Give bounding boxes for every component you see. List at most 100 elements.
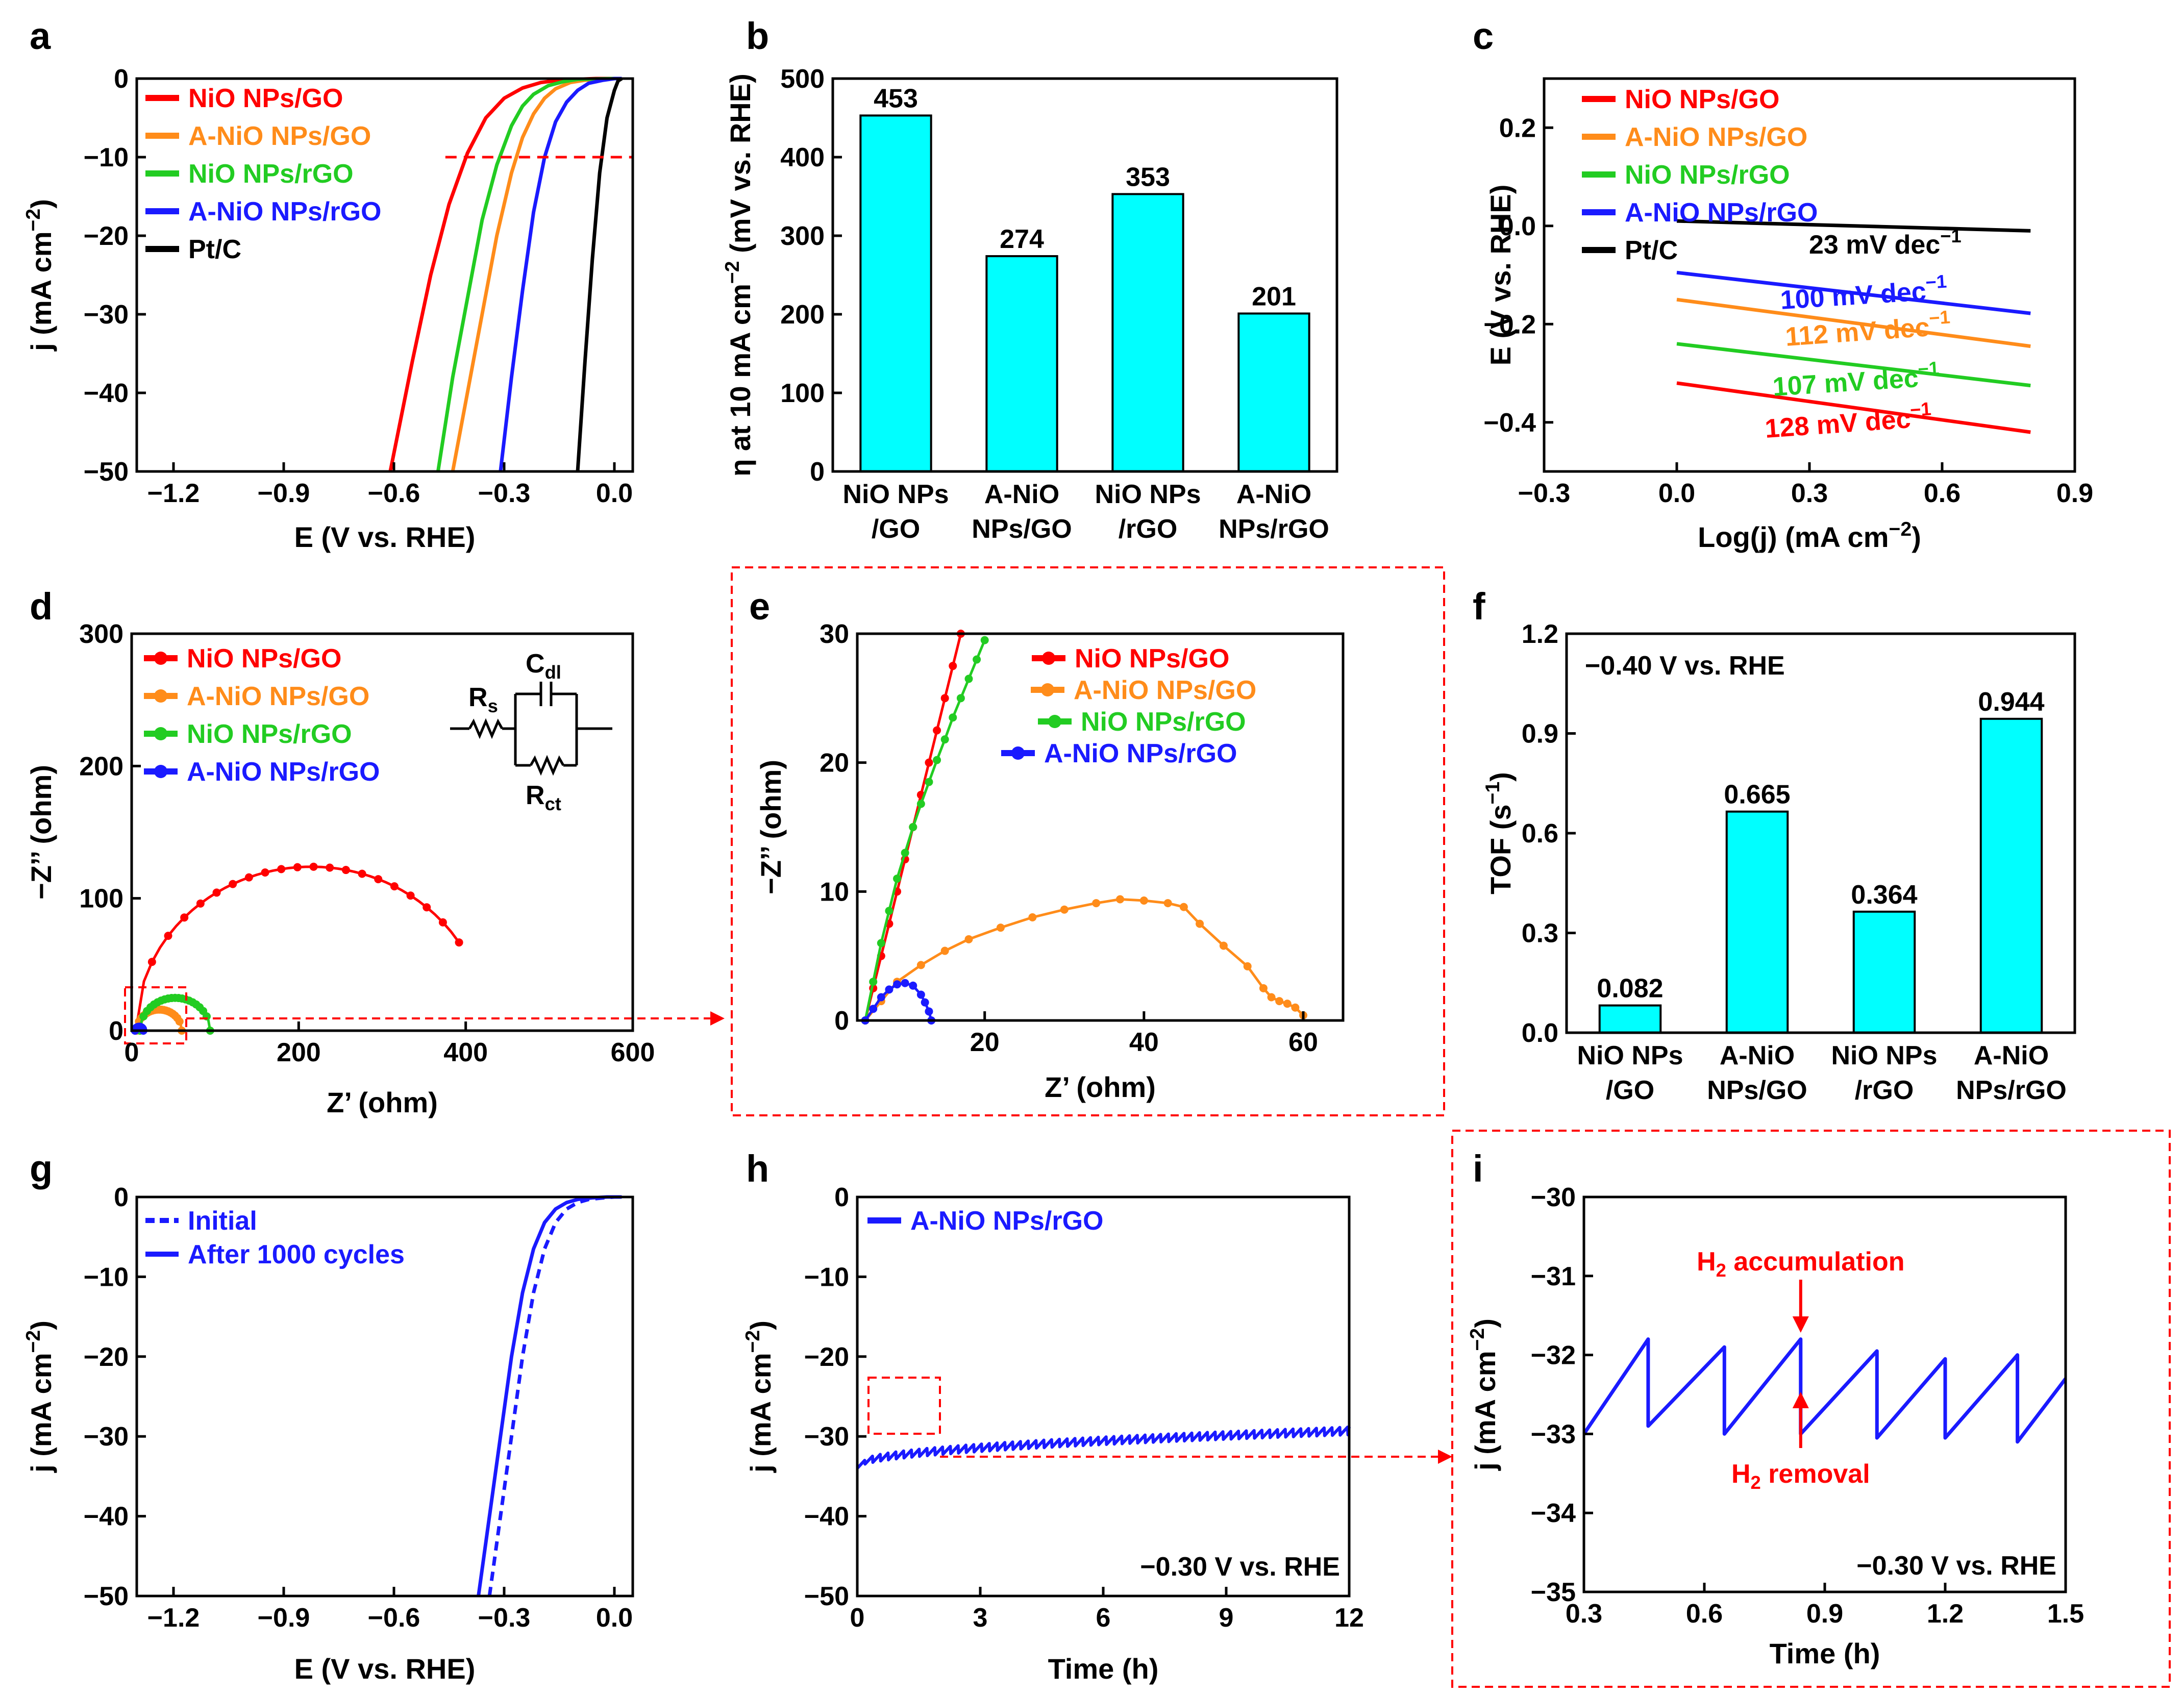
category-label-line2-2: /rGO: [1119, 514, 1178, 544]
a-ytick-label: −20: [84, 221, 129, 251]
nyquist-line-0: [134, 865, 460, 1031]
legend-label: A-NiO NPs/GO: [187, 682, 369, 711]
nyquist-point-1: [1243, 962, 1252, 970]
nyquist-point-0: [358, 869, 366, 878]
fit-line-3: [1676, 270, 2031, 315]
c-xtick-label: 0.6: [1924, 479, 1960, 508]
y-axis-label: j (mA cm−2): [22, 1320, 57, 1473]
legend-item-4: Pt/C: [145, 235, 241, 264]
nyquist-point-0: [341, 866, 350, 875]
legend-label: NiO NPs/rGO: [187, 719, 352, 749]
f-ytick-label: 0.6: [1522, 819, 1558, 849]
category-label-line1-3: A-NiO: [1974, 1041, 2049, 1070]
g-plot-frame: [135, 1195, 634, 1598]
g-ytick-label: −20: [84, 1342, 129, 1372]
nyquist-point-0: [374, 875, 383, 884]
category-label-line2-3: NPs/rGO: [1956, 1076, 2067, 1105]
category-label-line1-1: A-NiO: [1720, 1041, 1795, 1070]
zoom-frame-e: [731, 566, 1445, 1116]
nyquist-point-2: [964, 675, 973, 683]
category-label-line2-1: NPs/GO: [1707, 1076, 1807, 1105]
legend-label: NiO NPs/rGO: [1625, 160, 1790, 190]
nyquist-point-1: [1275, 997, 1284, 1006]
nyquist-point-0: [164, 932, 172, 940]
panel-e: 20 40 60 0 10 20 30 Z’ (ohm) −Z’’ (ohm) NiO NPs/G…: [731, 566, 1445, 1116]
nyquist-point-3: [893, 980, 902, 989]
axis-label-text: E (V vs. RHE): [1484, 185, 1517, 366]
legend-label: A-NiO NPs/rGO: [1625, 198, 1818, 228]
nyquist-point-0: [261, 868, 269, 877]
a-xtick-label: −0.3: [478, 479, 531, 508]
legend-item-0: NiO NPs/GO: [145, 84, 343, 113]
resistor-rct: [529, 755, 565, 776]
nyquist-point-2: [925, 778, 933, 786]
slope-text: 128 mV dec−1: [1764, 398, 1933, 444]
h-ytick-label: −20: [804, 1342, 849, 1372]
x-axis-label: E (V vs. RHE): [294, 521, 476, 553]
slope-label-0: 128 mV dec−1: [1764, 398, 1933, 444]
series-line-1: [451, 77, 622, 472]
nyquist-point-0: [244, 873, 253, 882]
y-axis-label: j (mA cm−2): [22, 199, 57, 352]
nyquist-point-0: [406, 891, 415, 900]
annotation-accumulation: H2 accumulation: [1697, 1247, 1904, 1281]
nyquist-point-0: [326, 863, 334, 872]
nyquist-point-1: [940, 946, 949, 955]
d-xtick-label: 200: [277, 1038, 321, 1067]
nyquist-point-1: [1267, 993, 1276, 1002]
nyquist-point-0: [309, 862, 318, 871]
zoom-frame-i: [1451, 1130, 2171, 1688]
c-ytick-label: 0.2: [1499, 113, 1536, 143]
legend-item-1: A-NiO NPs/GO: [144, 682, 369, 711]
legend-item-0: A-NiO NPs/rGO: [867, 1206, 1104, 1236]
nyquist-point-2: [916, 800, 925, 808]
g-ytick-label: −10: [84, 1262, 129, 1292]
legend-label: After 1000 cycles: [188, 1240, 405, 1269]
nyquist-point-2: [980, 636, 989, 644]
nyquist-point-2: [949, 713, 957, 722]
e-xtick-label: 40: [1129, 1028, 1159, 1057]
nyquist-point-3: [885, 985, 894, 994]
category-label-line1-2: NiO NPs: [1095, 480, 1201, 509]
a-ytick-label: −10: [84, 143, 129, 172]
axis-label-text: −Z’’ (ohm): [25, 765, 57, 900]
slope-text: 23 mV dec−1: [1809, 226, 1962, 260]
panel-label-a: a: [30, 15, 51, 57]
panel-label-h: h: [746, 1148, 769, 1190]
i-ytick-label: −31: [1531, 1262, 1576, 1291]
e-ytick-label: 0: [834, 1006, 849, 1036]
fit-line-4: [1676, 219, 2031, 233]
fit-line-1: [1676, 297, 2031, 348]
axis-label-text: −Z’’ (ohm): [755, 760, 787, 894]
annotation-removal: H2 removal: [1731, 1459, 1870, 1493]
resistor-rs: [468, 718, 504, 739]
stability-line-zoom: [1582, 1337, 2067, 1444]
panel-b: 453 NiO NPs/GO 274 A-NiO NPs/GO 353 NiO NPs/rG…: [722, 64, 1338, 544]
series-line-1: [477, 1195, 622, 1597]
circuit-label-rs: Rs: [468, 683, 498, 716]
a-ytick-label: 0: [114, 64, 129, 94]
d-ytick-label: 200: [79, 752, 123, 781]
g-xtick-label: −0.6: [368, 1603, 420, 1633]
legend-item-2: NiO NPs/rGO: [144, 719, 352, 749]
g-xtick-label: −0.3: [478, 1603, 531, 1633]
a-xtick-label: −0.9: [258, 479, 310, 508]
category-label-line2-0: /GO: [872, 514, 920, 544]
bar-2: [1852, 910, 1916, 1034]
y-axis-label: E (V vs. RHE): [1484, 185, 1517, 366]
legend-item-3: A-NiO NPs/rGO: [145, 197, 382, 227]
condition-annotation: −0.40 V vs. RHE: [1585, 651, 1785, 681]
nyquist-point-1: [1259, 984, 1268, 992]
nyquist-point-0: [455, 938, 463, 947]
legend-item-3: A-NiO NPs/rGO: [144, 757, 380, 787]
panel-i: H2 accumulation H2 removal 0.3 0.6 0.9 1.2 1.5…: [1451, 1130, 2171, 1688]
legend-label: A-NiO NPs/GO: [1074, 676, 1256, 705]
b-ytick-label: 500: [780, 64, 825, 94]
nyquist-point-0: [293, 863, 302, 871]
nyquist-point-2: [956, 694, 965, 703]
i-ytick-label: −35: [1531, 1578, 1576, 1607]
bar-1: [985, 255, 1058, 472]
panel-g: −1.2 −0.9 −0.6 −0.3 0.0 0 −10 −20 −30 −40 −50 E (V …: [22, 1183, 634, 1685]
category-label-line2-3: NPs/rGO: [1219, 514, 1329, 544]
